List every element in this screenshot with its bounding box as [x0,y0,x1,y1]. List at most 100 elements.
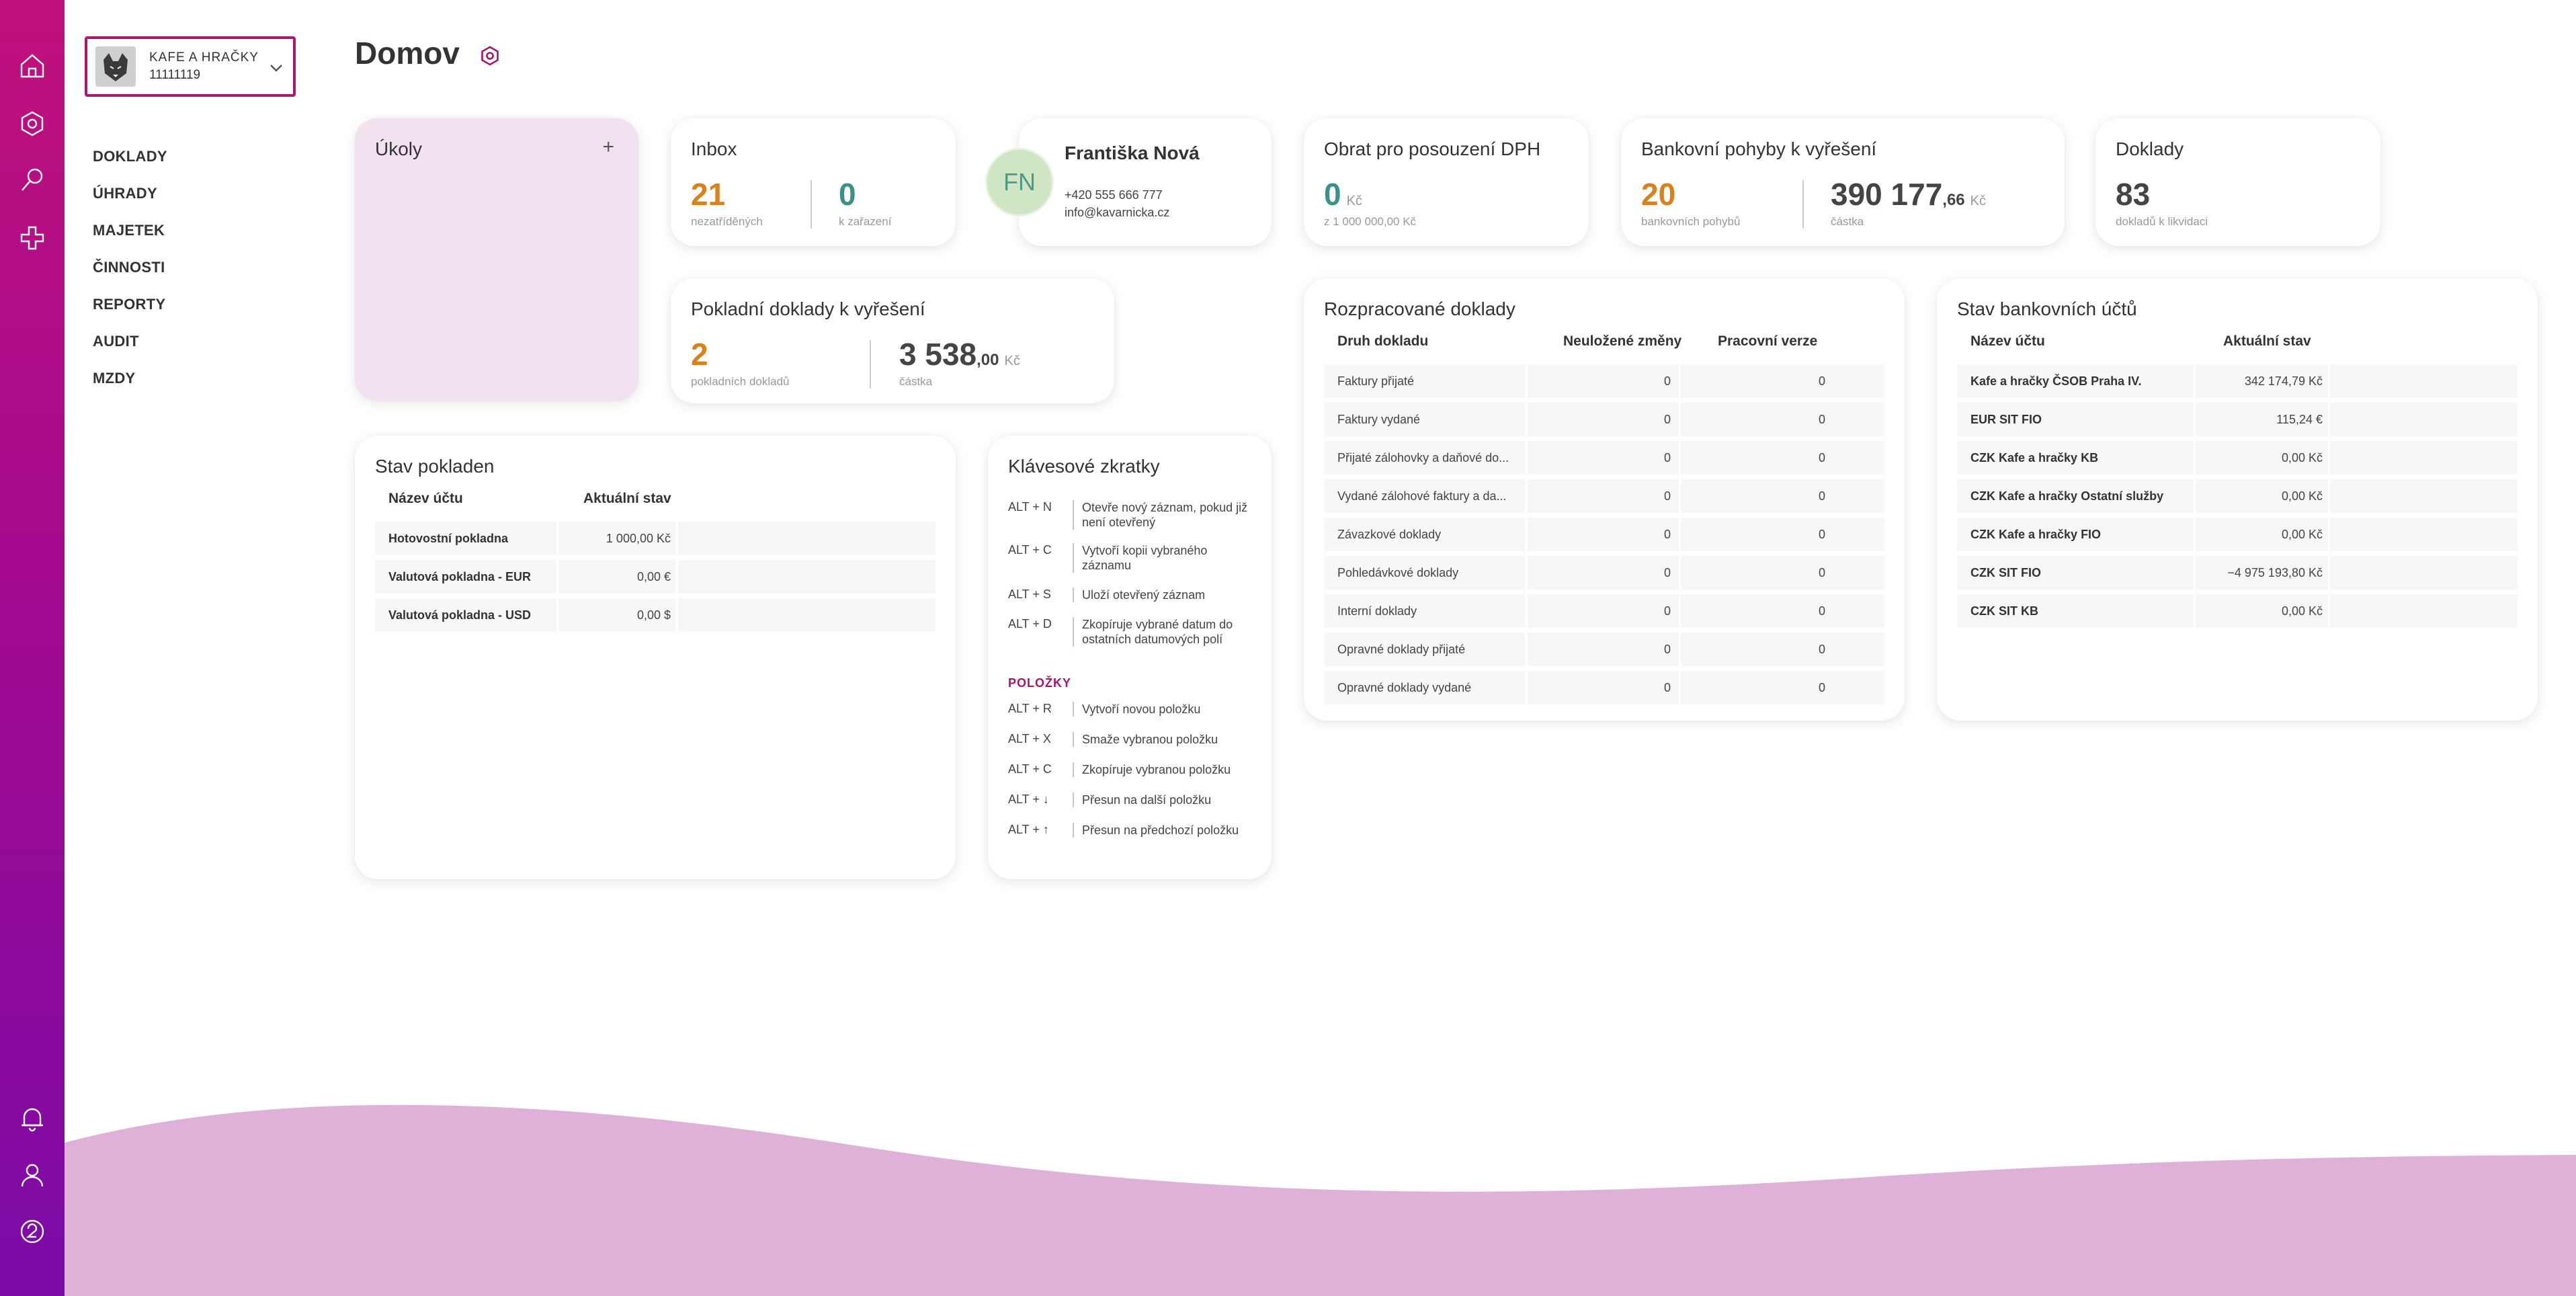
table-row[interactable]: CZK SIT FIO −4 975 193,80 Kč [1957,556,2518,590]
column-header-type: Druh dokladu [1337,333,1429,349]
search-icon[interactable] [13,161,51,199]
bank-moves-amount-label: částka [1831,215,1864,228]
nav-item-mzdy[interactable]: MZDY [93,370,136,387]
account-state: 0,00 $ [636,608,671,622]
user-icon[interactable] [13,1156,51,1194]
table-row[interactable]: Vydané zálohové faktury a da... 0 0 [1324,479,1884,513]
table-row[interactable]: CZK Kafe a hračky FIO 0,00 Kč [1957,518,2518,551]
nav-item-doklady[interactable]: DOKLADY [93,148,167,165]
column-header-name: Název účtu [1970,333,2045,349]
inbox-unsorted-label: nezatříděných [691,215,763,228]
contact-initials: FN [1003,168,1036,196]
contact-avatar: FN [985,148,1054,216]
vat-unit: Kč [1346,194,1362,208]
side-navigation: DOKLADY ÚHRADY MAJETEK ČINNOSTI REPORTY … [93,145,167,404]
table-row[interactable]: Opravné doklady vydané 0 0 [1324,671,1884,704]
table-row[interactable]: Interní doklady 0 0 [1324,594,1884,628]
column-header-unsaved: Neuložené změny [1563,333,1682,349]
home-icon[interactable] [13,47,51,85]
table-row[interactable]: CZK Kafe a hračky KB 0,00 Kč [1957,441,2518,475]
account-name: Valutová pokladna - EUR [388,570,532,583]
documents-count[interactable]: 83 [2116,177,2151,212]
bank-moves-count-label: bankovních pohybů [1641,215,1741,228]
divider [870,340,871,389]
help-icon[interactable] [13,1213,51,1250]
nav-item-reporty[interactable]: REPORTY [93,296,166,313]
cash-documents-card: Pokladní doklady k vyřešení 2 pokladních… [671,278,1114,403]
nav-item-majetek[interactable]: MAJETEK [93,222,165,239]
account-name: Hotovostní pokladna [388,532,509,545]
table-row[interactable]: Přijaté zálohovky a daňové do... 0 0 [1324,441,1884,475]
column-header-name: Název účtu [388,491,463,506]
contact-name: Františka Nová [1065,143,1200,163]
table-row[interactable]: Pohledávkové doklady 0 0 [1324,556,1884,590]
left-rail [0,0,65,1296]
account-state: 0,00 € [636,570,671,583]
documents-card: Doklady 83 dokladů k likvidaci [2095,118,2380,246]
inbox-card: Inbox 21 nezatříděných 0 k zařazení [671,118,956,246]
cash-documents-title: Pokladní doklady k vyřešení [691,298,925,319]
nav-item-uhrady[interactable]: ÚHRADY [93,185,157,202]
table-row[interactable]: CZK SIT KB 0,00 Kč [1957,594,2518,628]
cash-documents-count[interactable]: 2 [691,337,708,372]
contact-card: Františka Nová +420 555 666 777 info@kav… [1019,118,1272,246]
bank-accounts-card: Stav bankovních účtů Název účtu Aktuální… [1937,278,2538,721]
column-header-state: Aktuální stav [583,491,671,506]
inbox-queued-label: k zařazení [839,215,892,228]
cash-documents-amount[interactable]: 3 538,00 Kč [899,337,1020,372]
table-row[interactable]: Závazkové doklady 0 0 [1324,518,1884,551]
table-row[interactable]: Opravné doklady přijaté 0 0 [1324,633,1884,666]
nav-item-cinnosti[interactable]: ČINNOSTI [93,259,165,276]
contact-phone[interactable]: +420 555 666 777 [1065,188,1163,202]
table-row[interactable]: Faktury vydané 0 0 [1324,403,1884,436]
bank-accounts-title: Stav bankovních účtů [1957,298,2137,319]
column-header-work: Pracovní verze [1718,333,1818,349]
table-row[interactable]: EUR SIT FIO 115,24 € [1957,403,2518,436]
divider [1802,180,1804,229]
vat-card: Obrat pro posouzení DPH 0 Kč z 1 000 000,… [1304,118,1589,246]
bank-moves-card: Bankovní pohyby k vyřešení 20 bankovních… [1621,118,2065,246]
settings-icon[interactable] [13,105,51,143]
table-row[interactable]: Hotovostní pokladna 1 000,00 Kč [375,522,936,555]
table-row[interactable]: Valutová pokladna - USD 0,00 $ [375,598,936,632]
table-row[interactable]: CZK Kafe a hračky Ostatní služby 0,00 Kč [1957,479,2518,513]
shortcuts-card: Klávesové zkratky ALT + N Otevře nový zá… [988,436,1272,879]
cash-registers-title: Stav pokladen [375,456,495,477]
chevron-down-icon[interactable] [267,59,285,77]
bank-moves-count[interactable]: 20 [1641,177,1676,212]
bell-icon[interactable] [13,1100,51,1137]
table-row[interactable]: Valutová pokladna - EUR 0,00 € [375,560,936,594]
shortcuts-title: Klávesové zkratky [1008,456,1160,477]
drafts-title: Rozpracované doklady [1324,298,1515,319]
table-row[interactable]: Kafe a hračky ČSOB Praha IV. 342 174,79 … [1957,364,2518,398]
inbox-title: Inbox [691,138,737,159]
inbox-queued-count[interactable]: 0 [839,177,856,212]
vat-limit: z 1 000 000,00 Kč [1324,215,1417,228]
company-name: KAFE A HRAČKY [149,50,259,65]
shortcuts-section-title: POLOŽKY [1008,676,1072,690]
vat-title: Obrat pro posouzení DPH [1324,138,1541,159]
cash-registers-card: Stav pokladen Název účtu Aktuální stav H… [355,436,956,879]
tasks-card: Úkoly + [355,118,638,401]
account-name: Valutová pokladna - USD [388,608,532,622]
page-title: Domov [355,36,460,71]
cash-documents-count-label: pokladních dokladů [691,375,790,388]
tasks-title: Úkoly [375,138,423,159]
cash-documents-amount-label: částka [899,375,933,388]
plus-icon[interactable] [13,219,51,257]
company-avatar [95,46,136,87]
contact-email[interactable]: info@kavarnicka.cz [1065,206,1170,219]
bank-moves-amount[interactable]: 390 177,66 Kč [1831,177,1986,212]
drafts-card: Rozpracované doklady Druh dokladu Neulož… [1304,278,1905,721]
company-code: 11111119 [149,68,201,82]
vat-value[interactable]: 0 Kč [1324,177,1362,212]
documents-label: dokladů k likvidaci [2116,215,2208,228]
background-wave [65,1104,2576,1296]
add-task-button[interactable]: + [602,136,614,158]
nav-item-audit[interactable]: AUDIT [93,333,139,350]
company-selector[interactable]: KAFE A HRAČKY 11111119 [85,36,296,97]
account-state: 1 000,00 Kč [606,532,671,545]
dashboard-settings-icon[interactable] [479,44,501,67]
inbox-unsorted-count[interactable]: 21 [691,177,726,212]
table-row[interactable]: Faktury přijaté 0 0 [1324,364,1884,398]
